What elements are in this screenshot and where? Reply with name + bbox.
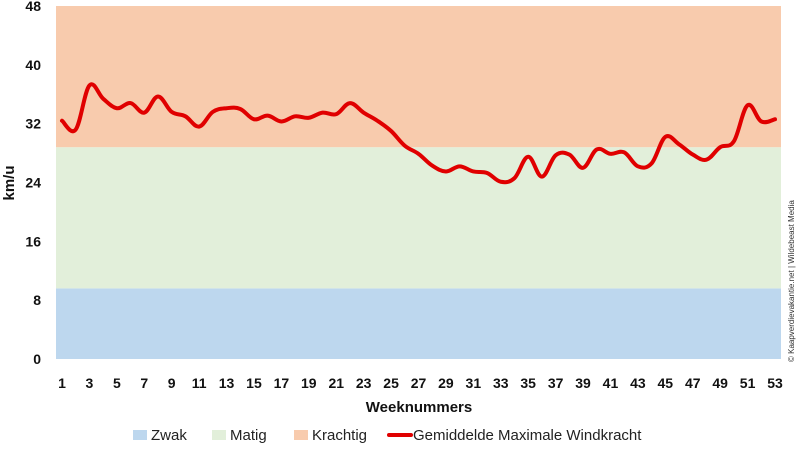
legend-series-label: Gemiddelde Maximale Windkracht <box>413 427 642 444</box>
x-tick-label: 15 <box>246 375 262 391</box>
x-tick-label: 45 <box>658 375 674 391</box>
y-tick-label: 16 <box>25 233 41 249</box>
band-krachtig <box>56 6 781 148</box>
x-tick-label: 17 <box>274 375 290 391</box>
x-tick-label: 3 <box>86 375 94 391</box>
x-tick-label: 21 <box>328 375 344 391</box>
x-tick-label: 23 <box>356 375 372 391</box>
x-tick-label: 27 <box>411 375 427 391</box>
x-tick-label: 31 <box>466 375 482 391</box>
x-tick-label: 35 <box>520 375 536 391</box>
x-tick-label: 1 <box>58 375 66 391</box>
x-tick-label: 5 <box>113 375 121 391</box>
background-bands <box>56 6 781 359</box>
x-tick-label: 49 <box>712 375 728 391</box>
y-tick-label: 0 <box>33 351 41 367</box>
x-tick-label: 43 <box>630 375 646 391</box>
y-tick-label: 8 <box>33 292 41 308</box>
x-tick-label: 19 <box>301 375 317 391</box>
y-tick-label: 40 <box>25 57 41 73</box>
x-tick-label: 29 <box>438 375 454 391</box>
y-axis-title: km/u <box>1 165 18 200</box>
x-tick-label: 25 <box>383 375 399 391</box>
y-tick-label: 24 <box>25 175 41 191</box>
band-matig <box>56 147 781 289</box>
x-tick-label: 51 <box>740 375 756 391</box>
x-tick-label: 37 <box>548 375 564 391</box>
x-tick-labels: 1 3 5 7 9 11 13 15 17 19 21 23 25 27 29 31 33 35 37 39 41 43 4… <box>58 375 783 391</box>
y-tick-labels: 0 8 16 24 32 40 48 <box>25 0 41 367</box>
x-tick-label: 13 <box>219 375 235 391</box>
y-tick-label: 48 <box>25 0 41 14</box>
series-lines <box>60 82 777 185</box>
x-tick-label: 9 <box>168 375 176 391</box>
x-tick-label: 41 <box>603 375 619 391</box>
x-tick-label: 11 <box>192 375 207 391</box>
x-tick-label: 33 <box>493 375 509 391</box>
legend-zwak-swatch <box>133 430 147 440</box>
legend-matig-label: Matig <box>230 427 267 444</box>
legend-matig-swatch <box>212 430 226 440</box>
legend-krachtig-label: Krachtig <box>312 427 367 444</box>
legend: Zwak Matig Krachtig Gemiddelde Maximale Win… <box>133 427 642 444</box>
x-tick-label: 47 <box>685 375 701 391</box>
legend-krachtig-swatch <box>294 430 308 440</box>
series-line-windkracht <box>60 82 777 185</box>
band-zwak <box>56 288 781 359</box>
x-tick-label: 39 <box>575 375 591 391</box>
x-tick-label: 7 <box>140 375 148 391</box>
x-axis-title: Weeknummers <box>366 399 472 416</box>
x-tick-label: 53 <box>767 375 783 391</box>
legend-zwak-label: Zwak <box>151 427 187 444</box>
credit-text: © Kaapverdievakantie.net | Wildebeast Me… <box>787 200 796 362</box>
y-tick-label: 32 <box>25 116 41 132</box>
